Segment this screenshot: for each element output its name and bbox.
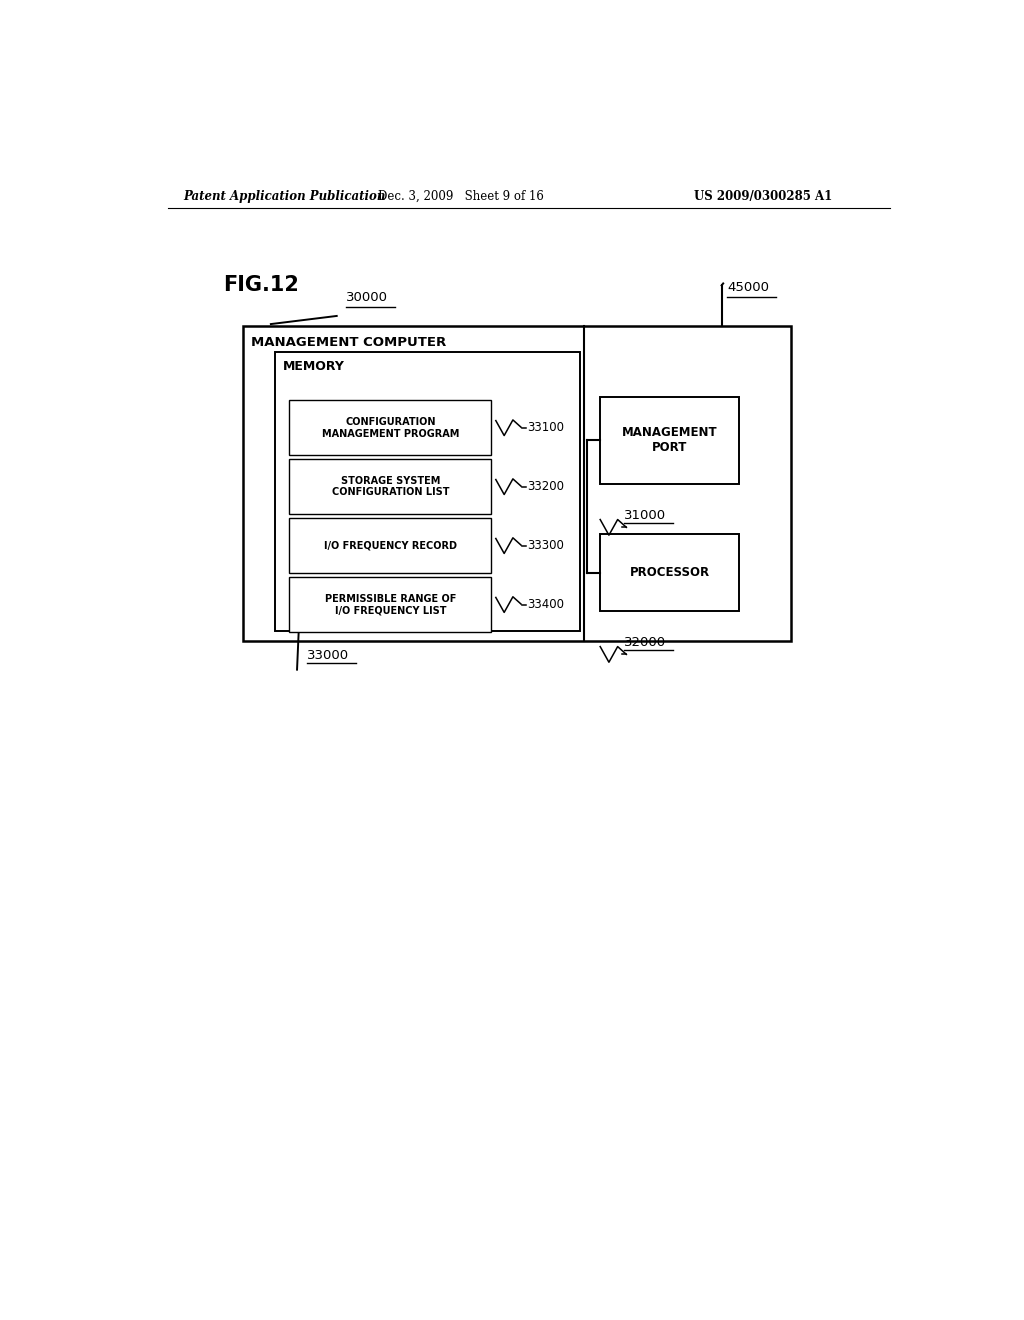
Bar bbox=[600, 535, 739, 611]
Text: 33200: 33200 bbox=[527, 480, 564, 494]
Text: I/O FREQUENCY RECORD: I/O FREQUENCY RECORD bbox=[324, 541, 457, 550]
Text: MANAGEMENT
PORT: MANAGEMENT PORT bbox=[622, 426, 718, 454]
Text: FIG.12: FIG.12 bbox=[223, 276, 299, 296]
Text: 33000: 33000 bbox=[306, 648, 349, 661]
Text: MANAGEMENT COMPUTER: MANAGEMENT COMPUTER bbox=[251, 337, 446, 350]
Text: 33100: 33100 bbox=[527, 421, 564, 434]
Bar bbox=[600, 397, 739, 483]
Text: 32000: 32000 bbox=[624, 636, 667, 649]
Text: 33400: 33400 bbox=[527, 598, 564, 611]
Text: CONFIGURATION
MANAGEMENT PROGRAM: CONFIGURATION MANAGEMENT PROGRAM bbox=[322, 417, 459, 438]
Bar bbox=[289, 400, 492, 455]
Text: MEMORY: MEMORY bbox=[283, 359, 345, 372]
Text: 30000: 30000 bbox=[346, 290, 388, 304]
Text: 33300: 33300 bbox=[527, 539, 564, 552]
Bar bbox=[289, 577, 492, 632]
Text: US 2009/0300285 A1: US 2009/0300285 A1 bbox=[693, 190, 833, 202]
Text: Dec. 3, 2009   Sheet 9 of 16: Dec. 3, 2009 Sheet 9 of 16 bbox=[379, 190, 544, 202]
Bar bbox=[289, 519, 492, 573]
Bar bbox=[243, 326, 791, 642]
Text: 45000: 45000 bbox=[727, 281, 769, 293]
Text: 31000: 31000 bbox=[624, 510, 667, 523]
Text: STORAGE SYSTEM
CONFIGURATION LIST: STORAGE SYSTEM CONFIGURATION LIST bbox=[332, 477, 450, 498]
Bar bbox=[289, 459, 492, 515]
Text: PROCESSOR: PROCESSOR bbox=[630, 566, 710, 579]
Text: Patent Application Publication: Patent Application Publication bbox=[183, 190, 386, 202]
Text: PERMISSIBLE RANGE OF
I/O FREQUENCY LIST: PERMISSIBLE RANGE OF I/O FREQUENCY LIST bbox=[325, 594, 456, 615]
Bar bbox=[274, 351, 581, 631]
